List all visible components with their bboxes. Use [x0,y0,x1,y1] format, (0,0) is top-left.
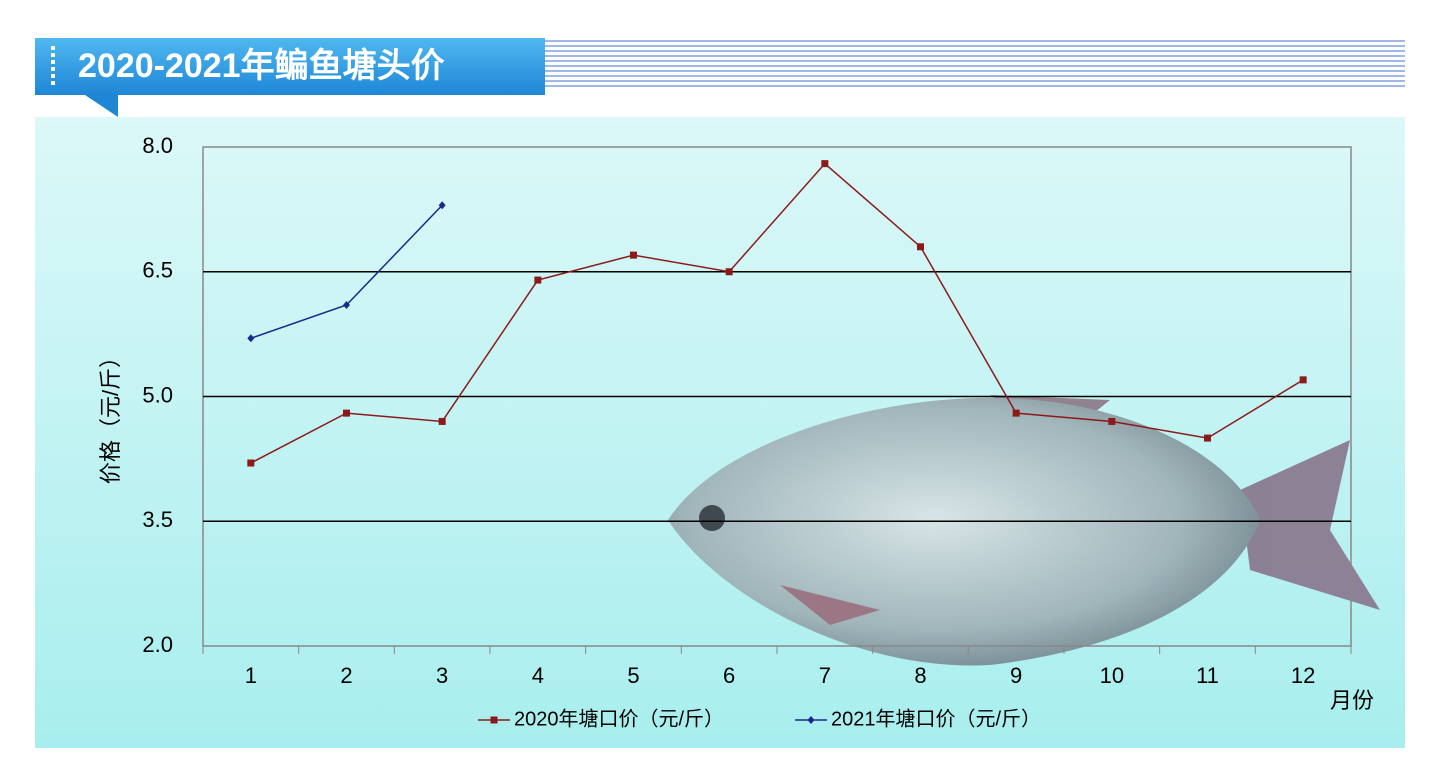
title-pointer [85,95,118,117]
chart-title: 2020-2021年鳊鱼塘头价 [78,47,445,85]
x-tick-label: 7 [819,663,831,688]
point [725,268,733,276]
point [1299,376,1307,384]
x-tick-label: 10 [1100,663,1124,688]
point [247,334,255,343]
legend-label: 2020年塘口价（元/斤） [514,707,724,730]
x-tick-label: 9 [1010,663,1022,688]
x-tick-label: 4 [532,663,544,688]
y-tick-label: 3.5 [142,507,173,532]
legend-marker [807,716,815,724]
x-tick-label: 1 [245,663,257,688]
x-tick-label: 5 [627,663,639,688]
point [438,201,446,210]
fish-image [668,395,1380,666]
point [438,417,446,425]
legend-label: 2021年塘口价（元/斤） [831,707,1041,730]
point [534,276,542,284]
y-axis-label: 价格（元/斤） [98,346,123,484]
point [1012,409,1020,417]
x-tick-label: 6 [723,663,735,688]
x-tick-label: 8 [914,663,926,688]
series-line [250,162,1304,464]
point [1204,434,1211,442]
y-tick-label: 8.0 [142,133,173,158]
x-tick-label: 2 [340,663,352,688]
x-tick-label: 3 [436,663,448,688]
y-tick-label: 5.0 [142,382,173,407]
point [917,243,924,251]
x-tick-label: 11 [1196,663,1219,688]
header-stripes [545,40,1405,90]
point [630,251,637,259]
panel [35,117,1405,748]
point [247,459,255,467]
point [343,301,350,310]
x-tick-label: 12 [1291,663,1315,688]
x-axis-label: 月份 [1330,688,1374,713]
y-tick-label: 2.0 [142,632,173,657]
point [1108,417,1116,425]
point [821,160,829,168]
title-box [35,38,545,95]
y-tick-label: 6.5 [142,258,173,283]
point [343,409,350,417]
legend-marker [490,716,498,724]
